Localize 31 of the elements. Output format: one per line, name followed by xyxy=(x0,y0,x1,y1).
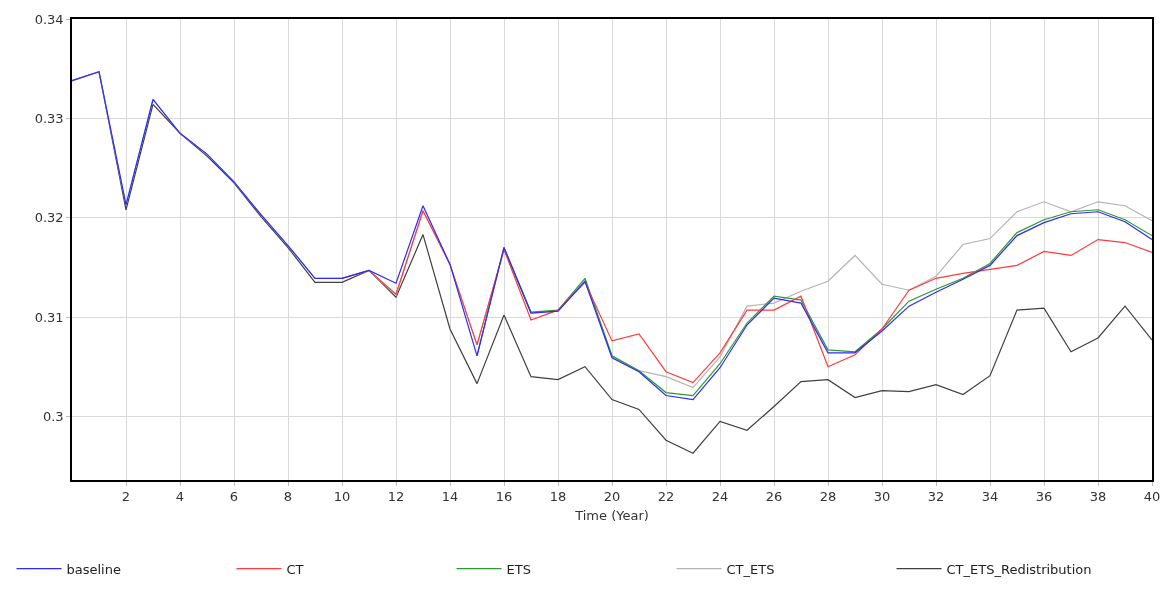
x-tick-label: 34 xyxy=(981,489,999,505)
y-tick-label: 0.34 xyxy=(34,11,64,27)
y-tick-label: 0.31 xyxy=(34,309,64,325)
legend-label: baseline xyxy=(66,561,121,577)
x-tick-label: 30 xyxy=(873,489,891,505)
legend-label: CT xyxy=(286,561,304,577)
x-tick-label: 16 xyxy=(495,489,513,505)
x-tick-label: 22 xyxy=(657,489,675,505)
x-tick-label: 28 xyxy=(819,489,837,505)
x-tick-label: 40 xyxy=(1143,489,1161,505)
x-tick-label: 10 xyxy=(333,489,351,505)
legend-label: ETS xyxy=(506,561,531,577)
x-tick-label: 8 xyxy=(283,489,293,505)
x-tick-label: 4 xyxy=(175,489,185,505)
x-tick-label: 14 xyxy=(441,489,459,505)
x-tick-label: 32 xyxy=(927,489,945,505)
y-tick-label: 0.33 xyxy=(34,110,64,126)
x-tick-label: 18 xyxy=(549,489,567,505)
x-tick-label: 24 xyxy=(711,489,729,505)
y-tick-label: 0.32 xyxy=(34,210,64,226)
x-tick-label: 12 xyxy=(387,489,405,505)
x-tick-label: 2 xyxy=(121,489,131,505)
x-tick-label: 26 xyxy=(765,489,783,505)
x-tick-label: 38 xyxy=(1089,489,1107,505)
x-tick-label: 20 xyxy=(603,489,621,505)
legend-label: CT_ETS_Redistribution xyxy=(946,561,1092,577)
y-tick-label: 0.3 xyxy=(42,408,64,424)
x-tick-label: 36 xyxy=(1035,489,1053,505)
legend-label: CT_ETS xyxy=(726,561,775,577)
x-tick-label: 6 xyxy=(229,489,239,505)
x-axis-title: Time (Year) xyxy=(574,508,649,524)
